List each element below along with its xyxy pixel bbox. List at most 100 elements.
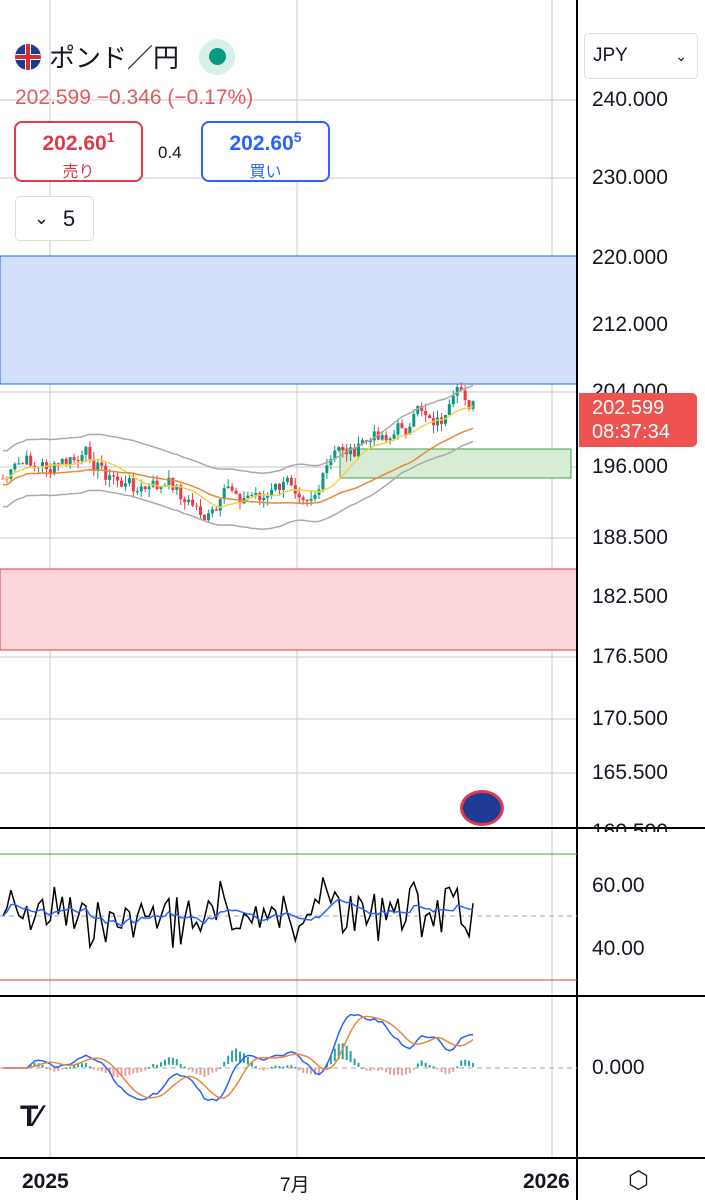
macd-histogram-bar [227, 1055, 230, 1065]
macd-histogram-bar [341, 1043, 344, 1060]
candle [29, 455, 33, 466]
price-label: 220.000 [592, 246, 668, 269]
macd-histogram-bar [412, 1068, 415, 1070]
candle [139, 486, 143, 492]
candle [471, 401, 475, 409]
macd-histogram-bar [353, 1058, 356, 1066]
candle [60, 458, 64, 464]
macd-histogram-bar [53, 1068, 56, 1072]
macd-histogram-bar [33, 1062, 36, 1067]
candle [80, 454, 84, 461]
candle [341, 446, 345, 451]
macd-histogram-bar [294, 1066, 297, 1069]
candle [64, 458, 68, 464]
macd-histogram-bar [428, 1065, 431, 1068]
candle [151, 480, 155, 487]
settings-icon[interactable]: ⬡ [628, 1167, 649, 1194]
macd-histogram-bar [460, 1060, 463, 1066]
sell-label: 売り [62, 164, 95, 181]
candle [416, 405, 420, 415]
candle [357, 443, 360, 457]
candle [127, 478, 131, 484]
support-zone [0, 568, 578, 651]
macd-histogram-bar [306, 1068, 309, 1074]
candle [120, 480, 123, 487]
candle [301, 497, 305, 500]
candle [52, 463, 56, 473]
currency-select[interactable]: JPY ⌄ [584, 33, 698, 79]
macd-histogram-bar [432, 1066, 435, 1069]
macd-histogram-bar [239, 1051, 241, 1063]
macd-histogram-bar [377, 1068, 380, 1071]
macd-histogram-bar [183, 1066, 186, 1069]
symbol-title[interactable]: ポンド／円 [15, 38, 236, 75]
macd-histogram-bar [381, 1068, 384, 1071]
buy-pip: 5 [293, 129, 302, 145]
macd-histogram-bar [393, 1068, 396, 1076]
macd-histogram-bar [310, 1068, 313, 1075]
price-label: 212.000 [592, 313, 668, 336]
macd-histogram-bar [81, 1063, 83, 1068]
macd-histogram-bar [420, 1060, 423, 1066]
candle [266, 495, 270, 498]
news-flag-icon[interactable] [460, 790, 504, 826]
macd-histogram-bar [235, 1048, 238, 1062]
macd-histogram-bar [96, 1068, 99, 1071]
candle [84, 446, 88, 455]
candle [455, 386, 459, 396]
indicator-count: 5 [62, 205, 76, 231]
macd-histogram-bar [231, 1050, 234, 1062]
rsi-label: 60.00 [592, 874, 645, 897]
candle [250, 494, 254, 496]
candle [285, 477, 289, 482]
candle [41, 462, 44, 467]
buy-button[interactable]: 202.605 買い [201, 121, 330, 182]
uk-flag-icon [15, 43, 41, 70]
candle [167, 477, 171, 486]
macd-histogram-bar [349, 1051, 352, 1063]
macd-histogram-bar [187, 1068, 190, 1070]
price-label: 160.500 [592, 822, 668, 832]
market-open-icon [199, 38, 236, 75]
candle [175, 485, 179, 490]
rsi-line [2, 877, 474, 950]
candle [353, 447, 357, 457]
candle [72, 457, 76, 461]
macd-histogram-bar [278, 1066, 281, 1069]
tradingview-logo: T∕ [20, 1100, 40, 1133]
candle [222, 488, 226, 500]
price-label: 230.000 [592, 166, 668, 189]
candle [68, 457, 72, 464]
price-label: 196.000 [592, 455, 668, 478]
macd-histogram-bar [440, 1068, 443, 1073]
candle [436, 417, 439, 426]
price-label: 176.500 [592, 645, 668, 668]
macd-histogram-bar [456, 1066, 459, 1069]
macd-histogram-bar [416, 1063, 419, 1068]
ma-long [2, 427, 474, 505]
sell-price: 202.60 [42, 132, 107, 155]
macd-histogram-bar [389, 1068, 392, 1075]
macd-histogram-bar [160, 1062, 162, 1067]
bollinger-upper [2, 384, 474, 474]
candle [380, 435, 384, 440]
macd-histogram-bar [452, 1068, 455, 1072]
price-label: 188.500 [592, 526, 668, 549]
buy-label: 買い [249, 164, 282, 181]
macd-histogram-bar [41, 1065, 44, 1068]
candle [183, 499, 187, 503]
candle [9, 469, 13, 479]
candle [400, 423, 404, 429]
macd-histogram-bar [373, 1068, 376, 1070]
sell-pip: 1 [106, 129, 115, 145]
candle [333, 450, 337, 460]
candle [56, 463, 60, 465]
candle [281, 481, 285, 490]
indicators-toggle[interactable]: ⌄ 5 [15, 196, 94, 241]
macd-histogram-bar [215, 1068, 218, 1072]
macd-histogram-bar [140, 1068, 143, 1072]
sell-button[interactable]: 202.601 売り [14, 121, 143, 182]
macd-histogram-bar [124, 1068, 127, 1077]
candle [234, 490, 238, 494]
